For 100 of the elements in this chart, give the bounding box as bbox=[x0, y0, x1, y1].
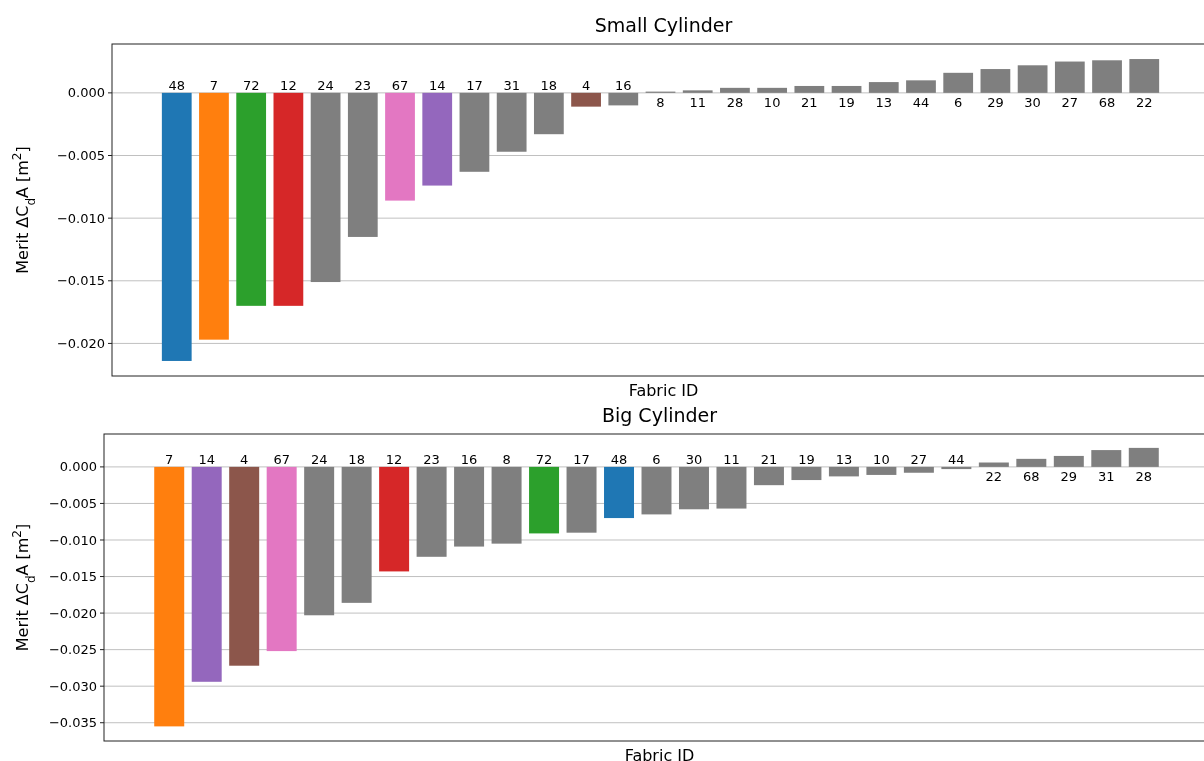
x-tick-label: 27 bbox=[910, 451, 928, 467]
bar bbox=[236, 92, 267, 306]
y-tick-label: −0.010 bbox=[48, 532, 97, 548]
bar bbox=[571, 92, 601, 107]
x-tick-label: 44 bbox=[912, 94, 930, 110]
y-tick-label: 0.000 bbox=[67, 85, 105, 101]
x-tick-label: 23 bbox=[423, 451, 440, 467]
bar bbox=[273, 92, 304, 306]
bar bbox=[304, 466, 335, 616]
bar bbox=[1128, 447, 1159, 467]
y-tick-label: 0.000 bbox=[59, 459, 97, 475]
x-tick-label: 16 bbox=[615, 77, 632, 93]
x-tick-label: 30 bbox=[1024, 94, 1041, 110]
x-tick-label: 8 bbox=[656, 94, 665, 110]
bar bbox=[496, 92, 527, 152]
y-tick-label: −0.015 bbox=[48, 569, 97, 585]
bar bbox=[454, 466, 485, 547]
bar bbox=[229, 466, 260, 666]
y-tick-label: −0.005 bbox=[56, 148, 105, 164]
bar bbox=[791, 466, 822, 481]
bar bbox=[941, 466, 972, 470]
x-tick-label: 13 bbox=[835, 451, 853, 467]
x-tick-label: 21 bbox=[801, 94, 818, 110]
chart-title: Big Cylinder bbox=[601, 404, 718, 426]
bar bbox=[1016, 458, 1047, 467]
bar bbox=[266, 466, 297, 652]
x-tick-label: 72 bbox=[242, 77, 260, 93]
x-tick-label: 13 bbox=[875, 94, 893, 110]
x-axis-title: Fabric ID bbox=[628, 381, 699, 400]
bar bbox=[608, 92, 639, 106]
x-tick-label: 7 bbox=[165, 451, 174, 467]
bar bbox=[682, 90, 713, 93]
x-tick-label: 17 bbox=[573, 451, 590, 467]
x-tick-label: 68 bbox=[1098, 94, 1116, 110]
bar bbox=[533, 92, 564, 135]
x-tick-label: 6 bbox=[954, 94, 963, 110]
bar bbox=[641, 466, 672, 515]
y-tick-label: −0.025 bbox=[48, 642, 97, 658]
x-tick-label: 14 bbox=[198, 451, 215, 467]
bar bbox=[1092, 60, 1122, 93]
x-tick-label: 28 bbox=[726, 94, 744, 110]
x-tick-label: 29 bbox=[987, 94, 1004, 110]
bar bbox=[422, 92, 453, 186]
x-tick-label: 11 bbox=[723, 451, 740, 467]
x-tick-label: 67 bbox=[391, 77, 409, 93]
x-tick-label: 23 bbox=[354, 77, 372, 93]
bar bbox=[831, 85, 862, 93]
bar bbox=[828, 466, 859, 477]
bar bbox=[566, 466, 597, 533]
x-tick-label: 17 bbox=[466, 77, 483, 93]
x-tick-label: 4 bbox=[240, 451, 249, 467]
x-tick-label: 12 bbox=[385, 451, 403, 467]
x-tick-label: 44 bbox=[948, 451, 965, 467]
x-tick-label: 21 bbox=[760, 451, 778, 467]
y-tick-label: −0.035 bbox=[48, 715, 97, 731]
chart-title: Small Cylinder bbox=[594, 14, 733, 36]
x-tick-label: 22 bbox=[985, 468, 1003, 484]
bar bbox=[678, 466, 709, 510]
x-tick-label: 11 bbox=[689, 94, 706, 110]
bar bbox=[906, 80, 936, 93]
x-tick-label: 16 bbox=[460, 451, 478, 467]
bar bbox=[191, 466, 222, 682]
y-tick-label: −0.015 bbox=[56, 273, 105, 289]
bar bbox=[385, 92, 415, 201]
bar bbox=[1017, 65, 1048, 93]
x-tick-label: 7 bbox=[209, 77, 219, 93]
bar bbox=[943, 72, 974, 93]
bar bbox=[1053, 455, 1084, 467]
x-tick-label: 4 bbox=[581, 77, 591, 93]
y-tick-label: −0.010 bbox=[56, 210, 105, 226]
x-tick-label: 31 bbox=[1098, 468, 1115, 484]
bar bbox=[341, 466, 372, 603]
x-tick-label: 28 bbox=[1135, 468, 1153, 484]
x-tick-label: 72 bbox=[535, 451, 553, 467]
x-tick-label: 12 bbox=[280, 77, 297, 93]
bar bbox=[1129, 59, 1160, 93]
bar bbox=[903, 466, 934, 473]
x-tick-label: 24 bbox=[310, 451, 328, 467]
x-tick-label: 48 bbox=[168, 77, 186, 93]
x-tick-label: 18 bbox=[348, 451, 365, 467]
x-tick-label: 29 bbox=[1060, 468, 1078, 484]
x-tick-label: 22 bbox=[1135, 94, 1153, 110]
x-tick-label: 8 bbox=[502, 451, 511, 467]
x-tick-label: 14 bbox=[428, 77, 446, 93]
x-tick-label: 6 bbox=[652, 451, 661, 467]
bar bbox=[459, 92, 490, 172]
x-tick-label: 10 bbox=[763, 94, 781, 110]
bar bbox=[866, 466, 897, 475]
y-tick-label: −0.020 bbox=[48, 605, 97, 621]
y-tick-label: −0.005 bbox=[48, 495, 97, 511]
bar bbox=[794, 85, 825, 93]
y-tick-label: −0.020 bbox=[56, 335, 105, 351]
bar bbox=[720, 87, 750, 93]
x-tick-label: 19 bbox=[838, 94, 855, 110]
bar bbox=[416, 466, 447, 557]
bar bbox=[347, 92, 378, 237]
bar bbox=[757, 87, 788, 93]
x-tick-label: 67 bbox=[273, 451, 290, 467]
x-axis-title: Fabric ID bbox=[624, 746, 695, 761]
x-tick-label: 24 bbox=[317, 77, 334, 93]
